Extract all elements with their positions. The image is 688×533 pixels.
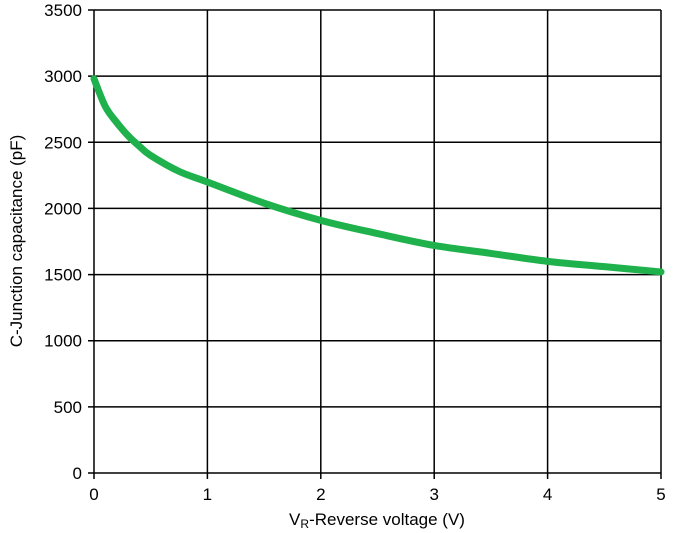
- y-axis-title: C-Junction capacitance (pF): [7, 135, 26, 348]
- y-tick-label: 1000: [44, 332, 82, 351]
- y-tick-label: 3000: [44, 67, 82, 86]
- capacitance-curve: [90, 75, 665, 276]
- y-tick-label: 500: [54, 398, 82, 417]
- x-tick-label: 4: [543, 485, 552, 504]
- x-tick-label: 1: [203, 485, 212, 504]
- x-tick-label: 2: [316, 485, 325, 504]
- plot-area: [94, 10, 661, 473]
- x-tick-label: 0: [89, 485, 98, 504]
- y-tick-labels: 0 500 1000 1500 2000 2500 3000 3500: [44, 1, 82, 483]
- x-tick-labels: 0 1 2 3 4 5: [89, 485, 665, 504]
- y-tick-label: 3500: [44, 1, 82, 20]
- y-tick-label: 2500: [44, 133, 82, 152]
- y-tick-label: 2000: [44, 199, 82, 218]
- grid-lines: [88, 9, 662, 479]
- y-tick-label: 0: [73, 464, 82, 483]
- x-tick-label: 3: [429, 485, 438, 504]
- x-axis-title: VR-Reverse voltage (V): [289, 510, 465, 531]
- x-tick-label: 5: [656, 485, 665, 504]
- y-tick-label: 1500: [44, 266, 82, 285]
- series-layer: [90, 75, 665, 276]
